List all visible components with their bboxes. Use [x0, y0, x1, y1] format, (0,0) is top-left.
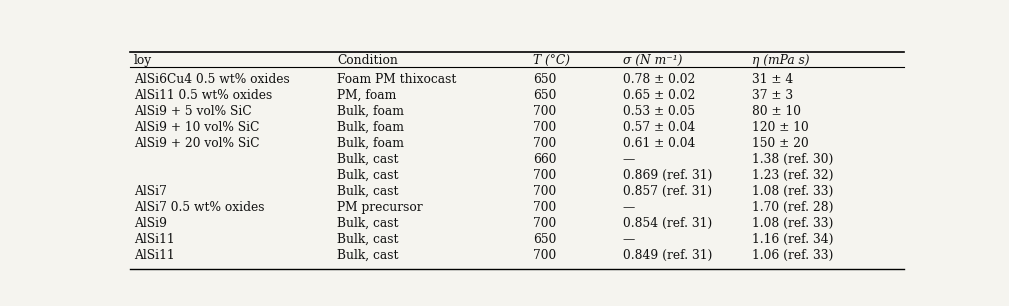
Text: AlSi11: AlSi11: [134, 249, 175, 262]
Text: 1.16 (ref. 34): 1.16 (ref. 34): [752, 233, 833, 246]
Text: —: —: [623, 201, 635, 214]
Text: 700: 700: [533, 121, 556, 134]
Text: 1.06 (ref. 33): 1.06 (ref. 33): [752, 249, 833, 262]
Text: 700: 700: [533, 137, 556, 150]
Text: 0.53 ± 0.05: 0.53 ± 0.05: [623, 105, 695, 118]
Text: PM precursor: PM precursor: [337, 201, 423, 214]
Text: 1.08 (ref. 33): 1.08 (ref. 33): [752, 185, 833, 198]
Text: 0.61 ± 0.04: 0.61 ± 0.04: [623, 137, 695, 150]
Text: AlSi11 0.5 wt% oxides: AlSi11 0.5 wt% oxides: [134, 89, 272, 102]
Text: 31 ± 4: 31 ± 4: [752, 73, 793, 86]
Text: Bulk, foam: Bulk, foam: [337, 121, 405, 134]
Text: 0.78 ± 0.02: 0.78 ± 0.02: [623, 73, 695, 86]
Text: PM, foam: PM, foam: [337, 89, 397, 102]
Text: Bulk, cast: Bulk, cast: [337, 185, 399, 198]
Text: 0.57 ± 0.04: 0.57 ± 0.04: [623, 121, 695, 134]
Text: 650: 650: [533, 89, 556, 102]
Text: 37 ± 3: 37 ± 3: [752, 89, 793, 102]
Text: 700: 700: [533, 185, 556, 198]
Text: 700: 700: [533, 217, 556, 230]
Text: AlSi7 0.5 wt% oxides: AlSi7 0.5 wt% oxides: [134, 201, 264, 214]
Text: 700: 700: [533, 105, 556, 118]
Text: 1.70 (ref. 28): 1.70 (ref. 28): [752, 201, 833, 214]
Text: 0.869 (ref. 31): 0.869 (ref. 31): [623, 169, 712, 182]
Text: 660: 660: [533, 153, 556, 166]
Text: 120 ± 10: 120 ± 10: [752, 121, 808, 134]
Text: Condition: Condition: [337, 54, 399, 67]
Text: —: —: [623, 153, 635, 166]
Text: 150 ± 20: 150 ± 20: [752, 137, 808, 150]
Text: 80 ± 10: 80 ± 10: [752, 105, 801, 118]
Text: σ (N m⁻¹): σ (N m⁻¹): [623, 54, 682, 67]
Text: Foam PM thixocast: Foam PM thixocast: [337, 73, 457, 86]
Text: AlSi9 + 5 vol% SiC: AlSi9 + 5 vol% SiC: [134, 105, 251, 118]
Text: 1.08 (ref. 33): 1.08 (ref. 33): [752, 217, 833, 230]
Text: 650: 650: [533, 233, 556, 246]
Text: AlSi9 + 10 vol% SiC: AlSi9 + 10 vol% SiC: [134, 121, 259, 134]
Text: T (°C): T (°C): [533, 54, 570, 67]
Text: 0.854 (ref. 31): 0.854 (ref. 31): [623, 217, 712, 230]
Text: Bulk, foam: Bulk, foam: [337, 105, 405, 118]
Text: 650: 650: [533, 73, 556, 86]
Text: η (mPa s): η (mPa s): [752, 54, 809, 67]
Text: 700: 700: [533, 249, 556, 262]
Text: 700: 700: [533, 201, 556, 214]
Text: AlSi9 + 20 vol% SiC: AlSi9 + 20 vol% SiC: [134, 137, 259, 150]
Text: AlSi6Cu4 0.5 wt% oxides: AlSi6Cu4 0.5 wt% oxides: [134, 73, 290, 86]
Text: 0.857 (ref. 31): 0.857 (ref. 31): [623, 185, 711, 198]
Text: AlSi7: AlSi7: [134, 185, 166, 198]
Text: Bulk, cast: Bulk, cast: [337, 249, 399, 262]
Text: Bulk, cast: Bulk, cast: [337, 153, 399, 166]
Text: 1.23 (ref. 32): 1.23 (ref. 32): [752, 169, 833, 182]
Text: Bulk, cast: Bulk, cast: [337, 169, 399, 182]
Text: 1.38 (ref. 30): 1.38 (ref. 30): [752, 153, 833, 166]
Text: 700: 700: [533, 169, 556, 182]
Text: 0.65 ± 0.02: 0.65 ± 0.02: [623, 89, 695, 102]
Text: AlSi11: AlSi11: [134, 233, 175, 246]
Text: Bulk, cast: Bulk, cast: [337, 217, 399, 230]
Text: loy: loy: [134, 54, 152, 67]
Text: —: —: [623, 233, 635, 246]
Text: Bulk, cast: Bulk, cast: [337, 233, 399, 246]
Text: Bulk, foam: Bulk, foam: [337, 137, 405, 150]
Text: 0.849 (ref. 31): 0.849 (ref. 31): [623, 249, 712, 262]
Text: AlSi9: AlSi9: [134, 217, 166, 230]
